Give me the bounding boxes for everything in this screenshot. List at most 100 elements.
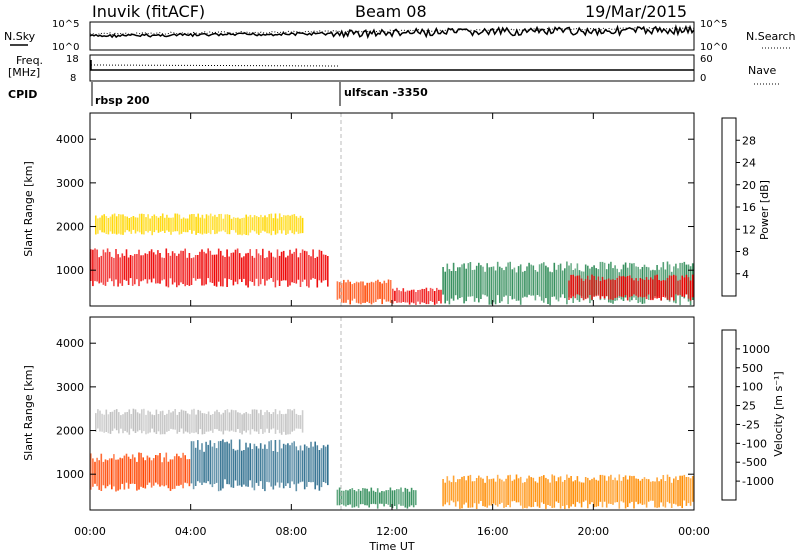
heatmap-cell (147, 214, 149, 233)
heatmap-cell (203, 413, 206, 434)
heatmap-cell (391, 490, 394, 509)
heatmap-cell (605, 480, 608, 508)
heatmap-cell (247, 252, 249, 288)
heatmap-cell (677, 280, 679, 296)
y-tick-label: 3000 (56, 381, 84, 394)
heatmap-cell (151, 414, 153, 429)
heatmap-cell (197, 440, 199, 482)
heatmap-cell (136, 254, 138, 280)
heatmap-cell (406, 290, 409, 303)
heatmap-cell (249, 443, 251, 481)
heatmap-cell (351, 284, 354, 301)
heatmap-cell (253, 215, 256, 232)
heatmap-cell (626, 276, 629, 301)
heatmap-cell (538, 476, 541, 508)
heatmap-cell (438, 289, 440, 301)
heatmap-cell (280, 414, 283, 435)
heatmap-cell (166, 413, 168, 432)
heatmap-cell (201, 249, 203, 286)
heatmap-cell (159, 453, 161, 487)
heatmap-cell (119, 457, 121, 490)
heatmap-cell (343, 279, 345, 303)
heatmap-cell (389, 280, 392, 303)
heatmap-cell (400, 487, 402, 506)
heatmap-cell (266, 217, 268, 234)
velocity-colorbar: 1000 500 100 25 -25 -100 -500 -1000 Velocity [m… (721, 329, 785, 501)
heatmap-cell (140, 452, 142, 487)
heatmap-cell (433, 291, 436, 305)
heatmap-cell (276, 414, 279, 430)
heatmap-cell (624, 475, 627, 509)
heatmap-cell (222, 218, 225, 231)
heatmap-cell (385, 282, 388, 302)
heatmap-cell (689, 478, 692, 506)
heatmap-cell (276, 218, 279, 234)
heatmap-cell (357, 489, 360, 508)
y-tick-label: 1000 (56, 468, 84, 481)
nsky-tick-bottom: 10^0 (52, 42, 79, 53)
freq-tick-bottom: 8 (70, 73, 76, 84)
heatmap-cell (120, 415, 122, 429)
heatmap-cell (396, 287, 398, 303)
heatmap-cell (167, 253, 170, 288)
heatmap-cell (264, 215, 266, 232)
heatmap-cell (471, 270, 474, 297)
heatmap-cell (123, 455, 126, 490)
heatmap-cell (513, 267, 516, 299)
heatmap-cell (194, 447, 197, 486)
heatmap-cell (96, 457, 98, 487)
heatmap-cell (142, 457, 144, 488)
heatmap-cell (95, 215, 97, 235)
power-regions (90, 213, 694, 306)
heatmap-cell (193, 408, 195, 434)
heatmap-cell (247, 447, 249, 487)
heatmap-cell (345, 489, 347, 507)
heatmap-cell (398, 489, 400, 505)
heatmap-cell (232, 217, 235, 231)
heatmap-cell (115, 216, 118, 235)
heatmap-cell (260, 214, 262, 233)
heatmap-cell (120, 214, 122, 235)
heatmap-cell (169, 459, 172, 491)
heatmap-cell (184, 218, 187, 233)
heatmap-cell (480, 477, 482, 501)
heatmap-cell (245, 253, 247, 286)
heatmap-cell (215, 254, 218, 287)
heatmap-cell (178, 253, 180, 286)
power-panel: 1000 2000 3000 4000 Slant Range [km] (22, 112, 695, 307)
heatmap-cell (584, 279, 587, 300)
heatmap-cell (668, 275, 671, 301)
heatmap-cell (645, 478, 648, 508)
heatmap-cell (355, 281, 358, 303)
heatmap-cell (172, 411, 174, 430)
heatmap-cell (238, 439, 241, 486)
heatmap-cell (245, 412, 247, 433)
heatmap-cell (513, 479, 516, 501)
heatmap-cell (633, 280, 635, 295)
heatmap-cell (589, 279, 591, 295)
heatmap-cell (270, 440, 272, 487)
heatmap-cell (295, 446, 298, 492)
heatmap-cell (264, 258, 266, 286)
heatmap-cell (381, 491, 383, 504)
heatmap-cell (656, 274, 658, 299)
heatmap-cell (351, 488, 354, 508)
heatmap-cell (111, 256, 113, 282)
power-colorbar: 4 8 12 16 20 24 28 Power [dB] (721, 117, 771, 297)
heatmap-cell (299, 252, 302, 287)
heatmap-cell (450, 271, 453, 299)
colorbar-tick-label: 20 (742, 179, 756, 192)
heatmap-cell (423, 289, 426, 303)
heatmap-cell (145, 414, 147, 435)
velocity-y-ticks: 1000 2000 3000 4000 (56, 337, 694, 481)
heatmap-cell (616, 277, 618, 298)
heatmap-cell (318, 249, 321, 281)
heatmap-cell (262, 415, 264, 434)
heatmap-cell (247, 216, 250, 236)
heatmap-cell (645, 277, 648, 300)
colorbar-tick-label: 100 (742, 381, 763, 394)
heatmap-cell (148, 457, 151, 483)
nave-trace (90, 64, 341, 67)
cpid-row: CPID rbsp 200 ulfscan -3350 (8, 82, 428, 107)
heatmap-cell (647, 479, 650, 502)
